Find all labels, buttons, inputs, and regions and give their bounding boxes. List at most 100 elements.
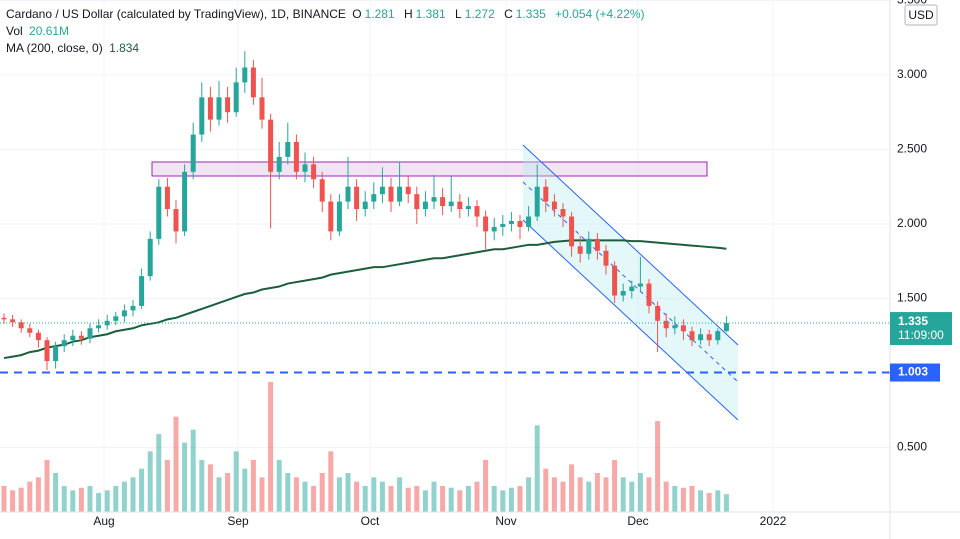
volume-bar: [336, 477, 342, 512]
volume-bar: [534, 425, 540, 512]
candle-body: [216, 97, 222, 120]
volume-name: Vol: [6, 24, 23, 38]
grid: [0, 0, 890, 512]
ohlc: O 1.281: [352, 7, 397, 21]
x-tick-label: Nov: [495, 514, 516, 528]
candle-body: [293, 142, 299, 172]
volume-bar: [646, 477, 652, 512]
candle-body: [465, 206, 471, 210]
change: +0.054 (+4.22%): [555, 7, 645, 21]
candle-body: [250, 67, 256, 98]
candle-body: [1, 317, 7, 320]
y-tick-label: 2.000: [897, 216, 927, 230]
volume-bar: [96, 492, 102, 512]
volume-bar: [603, 477, 609, 512]
volume-bar: [319, 473, 325, 512]
candle-body: [328, 201, 334, 232]
volume-bar: [18, 487, 24, 512]
candle-body: [70, 335, 76, 341]
candle-body: [448, 201, 454, 207]
volume-bar: [311, 486, 317, 512]
candle-body: [182, 171, 188, 232]
candle-body: [379, 186, 385, 195]
candle-body: [637, 283, 643, 287]
ohlc-key: L: [455, 7, 462, 21]
volume-bar: [483, 460, 489, 512]
volume-bar: [130, 477, 136, 512]
candle-body: [569, 216, 575, 247]
candle-body: [164, 186, 170, 210]
ohlc: L 1.272: [455, 7, 498, 21]
volume-bar: [156, 434, 162, 512]
candle-body: [388, 186, 394, 202]
candle-body: [10, 319, 16, 323]
x-tick-label: Sep: [227, 514, 249, 528]
volume-bar: [164, 460, 170, 512]
volume-bar: [302, 481, 308, 512]
volume-bar: [431, 481, 437, 512]
volume-bar: [698, 490, 704, 512]
volume-bar: [388, 486, 394, 512]
candle-body: [655, 305, 661, 321]
volume-bar: [225, 473, 231, 512]
volume-bar: [397, 477, 403, 512]
symbol-title: Cardano / US Dollar (calculated by Tradi…: [6, 7, 346, 21]
candle-body: [672, 325, 678, 329]
candle-body: [689, 331, 695, 341]
volume-bar: [680, 487, 686, 512]
y-tick-label: 2.500: [897, 142, 927, 156]
candle-body: [405, 186, 411, 195]
candle-body: [35, 332, 41, 341]
volume-bar: [44, 460, 50, 512]
ma-name: MA (200, close, 0): [6, 41, 103, 55]
volume-bar: [448, 487, 454, 512]
candle-body: [517, 220, 523, 227]
volume-bar: [173, 416, 179, 512]
ohlc-key: O: [352, 7, 362, 21]
candle-body: [242, 67, 248, 83]
channel-upper: [522, 144, 739, 346]
y-tick-label: 3.000: [897, 67, 927, 81]
volume-bar: [70, 490, 76, 512]
candle-body: [594, 238, 600, 251]
candle-body: [474, 206, 480, 217]
volume-bar: [637, 473, 643, 512]
candle-body: [526, 216, 532, 227]
last-price-box: [890, 312, 952, 346]
ohlc: C 1.335: [504, 7, 549, 21]
volume-bar: [629, 481, 635, 512]
candle-body: [629, 286, 635, 292]
volume-bar: [457, 490, 463, 512]
x-tick-label: Oct: [361, 514, 380, 528]
volume-bar: [500, 490, 506, 512]
ohlc-value: 1.335: [515, 7, 546, 21]
volume-bar: [113, 486, 119, 512]
candle-body: [680, 325, 686, 332]
candle-body: [268, 119, 274, 172]
volume-bar: [78, 487, 84, 512]
currency-box[interactable]: [904, 4, 938, 26]
volume-bar: [10, 490, 16, 512]
volume-bar: [672, 486, 678, 512]
volume-bar: [569, 464, 575, 512]
candle-body: [336, 201, 342, 232]
candle-body: [199, 97, 205, 135]
candle-body: [61, 340, 67, 347]
volume-bar: [147, 451, 153, 512]
volume-bar: [61, 486, 67, 512]
volume-bar: [216, 477, 222, 512]
candle-body: [147, 238, 153, 277]
candle-body: [457, 201, 463, 210]
candle-body: [113, 316, 119, 321]
candle-body: [371, 194, 377, 202]
volume-bar: [259, 477, 265, 512]
candle-body: [190, 134, 196, 172]
candle-body: [259, 97, 265, 120]
y-tick-label: 1.500: [897, 291, 927, 305]
candle-body: [723, 323, 729, 332]
candle-body: [225, 97, 231, 113]
candle-body: [233, 82, 239, 113]
x-tick-label: Dec: [627, 514, 648, 528]
volume-bar: [268, 382, 274, 512]
